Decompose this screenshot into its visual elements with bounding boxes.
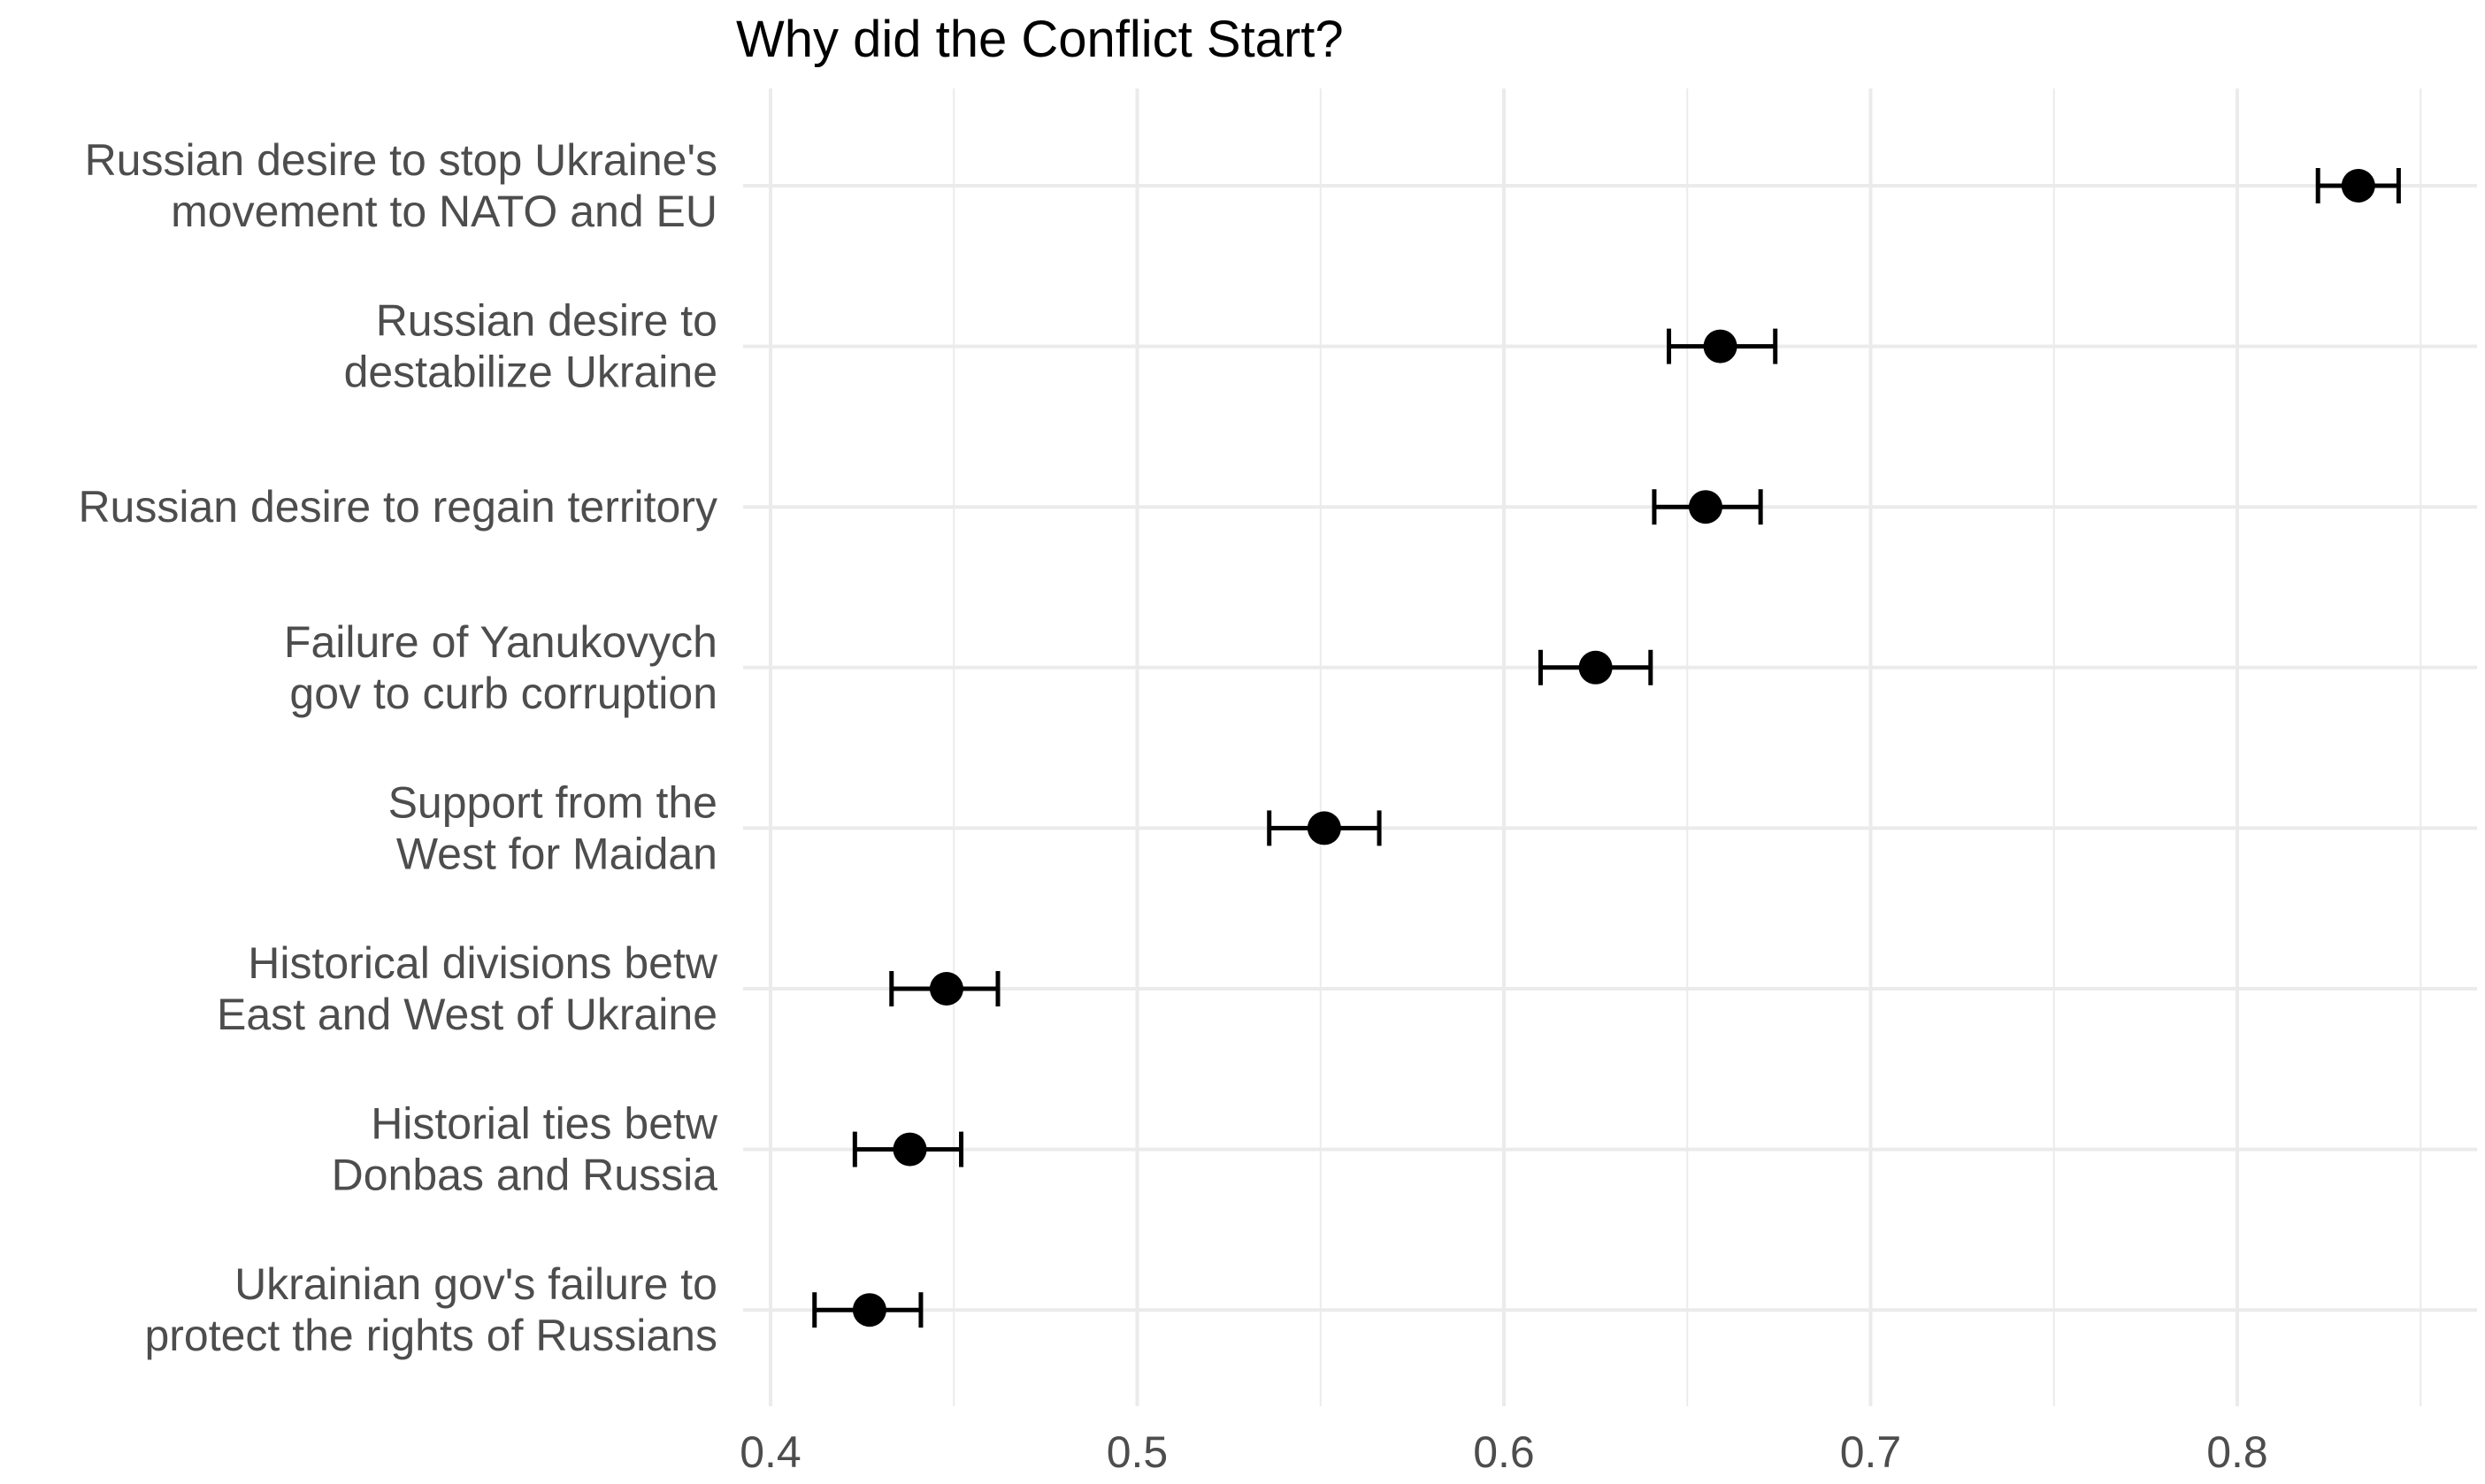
data-point bbox=[893, 1132, 927, 1167]
y-tick-label: destabilize Ukraine bbox=[344, 348, 717, 397]
data-point bbox=[1688, 490, 1722, 524]
x-tick-label: 0.7 bbox=[1840, 1427, 1902, 1477]
data-point bbox=[852, 1293, 886, 1327]
x-tick-label: 0.6 bbox=[1473, 1427, 1535, 1477]
y-tick-label: Support from the bbox=[388, 777, 717, 827]
y-tick-label: Ukrainian gov's failure to bbox=[234, 1259, 717, 1309]
data-point bbox=[2341, 169, 2375, 203]
y-tick-label: gov to curb corruption bbox=[289, 669, 717, 718]
x-axis-ticks: 0.4 0.5 0.6 0.7 0.8 bbox=[740, 1427, 2268, 1477]
y-tick-label: movement to NATO and EU bbox=[171, 187, 717, 236]
data-marks bbox=[812, 168, 2401, 1328]
y-tick-label: Failure of Yanukovych bbox=[284, 617, 717, 667]
data-point bbox=[1703, 329, 1737, 363]
grid-lines bbox=[743, 88, 2477, 1406]
y-tick-label: Donbas and Russia bbox=[332, 1151, 718, 1200]
x-tick-label: 0.5 bbox=[1107, 1427, 1169, 1477]
y-tick-label: protect the rights of Russians bbox=[144, 1311, 717, 1360]
y-tick-label: West for Maidan bbox=[396, 829, 717, 878]
y-tick-label: Russian desire to regain territory bbox=[78, 482, 717, 532]
data-point bbox=[929, 972, 963, 1006]
y-tick-label: Russian desire to stop Ukraine's bbox=[85, 135, 717, 185]
data-point bbox=[1307, 811, 1341, 845]
x-tick-label: 0.4 bbox=[740, 1427, 801, 1477]
data-point bbox=[1578, 650, 1613, 685]
y-tick-label: Historical divisions betw bbox=[248, 938, 718, 988]
y-axis-labels: Russian desire to stop Ukraine'smovement… bbox=[78, 135, 717, 1360]
x-tick-label: 0.8 bbox=[2206, 1427, 2268, 1477]
y-tick-label: Historial ties betw bbox=[371, 1099, 718, 1149]
chart-title: Why did the Conflict Start? bbox=[736, 11, 1344, 68]
y-tick-label: East and West of Ukraine bbox=[217, 990, 717, 1039]
y-tick-label: Russian desire to bbox=[376, 296, 717, 346]
